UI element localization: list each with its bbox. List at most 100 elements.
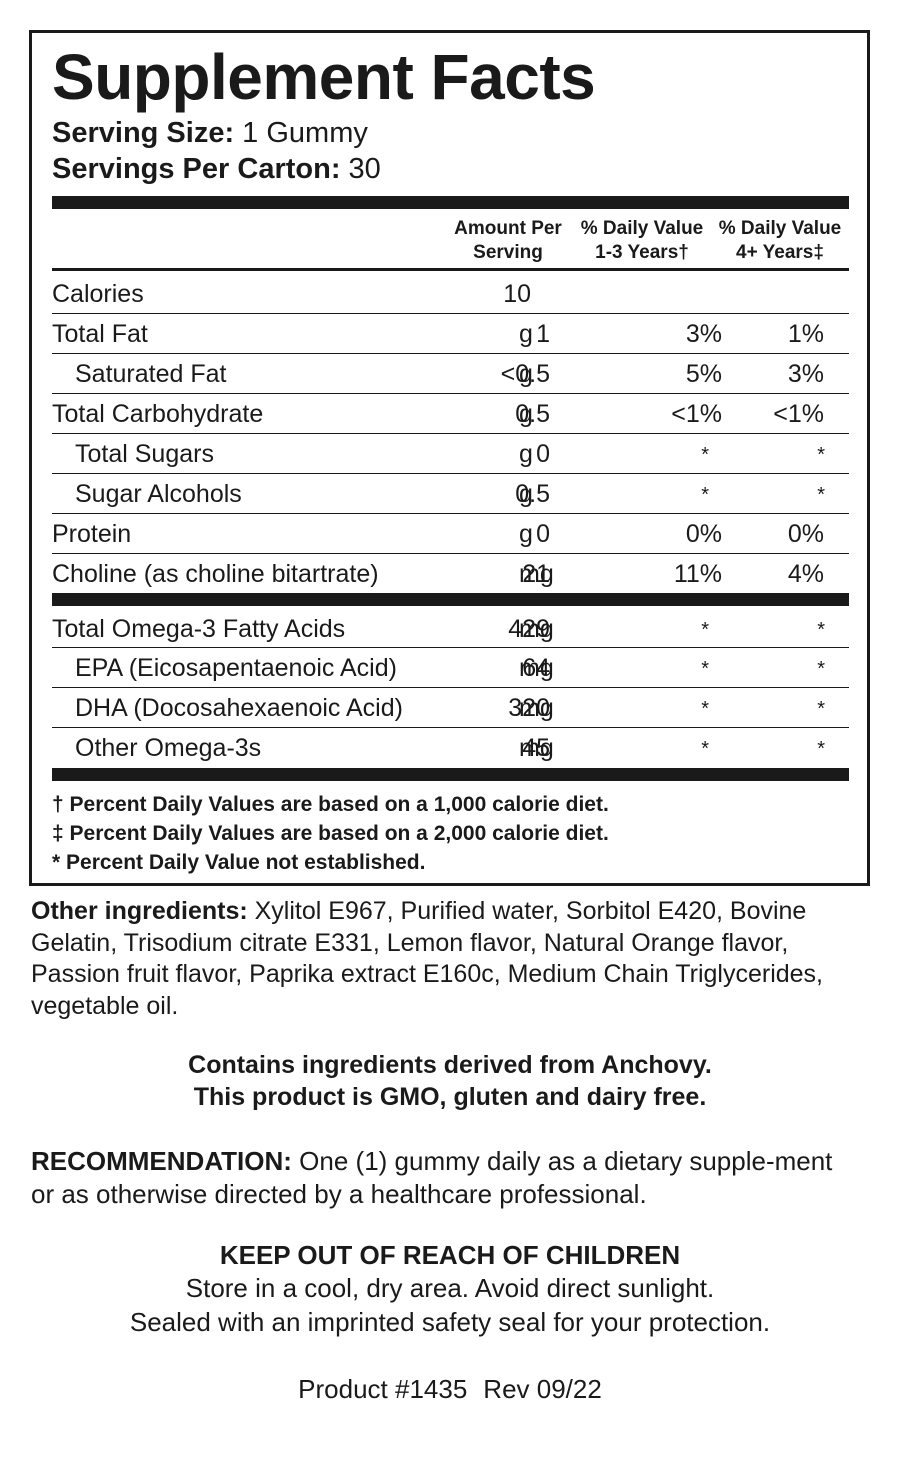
- nutrient-amount: 1: [536, 320, 550, 348]
- nutrient-label: Calories: [52, 280, 144, 308]
- nutrient-dv-1-3-years: *: [701, 738, 709, 760]
- nutrient-amount: 0: [536, 520, 550, 548]
- footnote-dagger: † Percent Daily Values are based on a 1,…: [52, 793, 609, 816]
- column-header-dv2-line2: 4+ Years‡: [736, 242, 824, 263]
- row-divider: [52, 687, 849, 688]
- recommendation: RECOMMENDATION: One (1) gummy daily as a…: [31, 1145, 861, 1211]
- nutrient-dv-1-3-years: 3%: [685, 320, 722, 348]
- serving-size-value: 1 Gummy: [234, 117, 368, 149]
- nutrient-row-other-omega-3s: Other Omega-3s 45 mg * *: [52, 727, 849, 767]
- nutrient-unit: g: [519, 520, 533, 548]
- nutrient-label: Other Omega-3s: [75, 734, 262, 762]
- nutrient-dv-4-plus-years: *: [817, 698, 825, 720]
- serving-size-label: Serving Size:: [52, 117, 235, 149]
- row-divider: [52, 353, 849, 354]
- nutrient-row-calories: Calories 10: [52, 273, 849, 313]
- nutrient-label: Saturated Fat: [75, 360, 227, 388]
- nutrient-dv-4-plus-years: 1%: [787, 320, 824, 348]
- column-header-amount: Amount Per Serving: [444, 217, 572, 265]
- nutrient-row-dha: DHA (Docosahexaenoic Acid) 320 mg * *: [52, 687, 849, 727]
- nutrient-dv-4-plus-years: 3%: [787, 360, 824, 388]
- nutrient-amount: 320: [508, 694, 550, 722]
- nutrient-unit: mg: [519, 615, 554, 643]
- nutrient-label: Protein: [52, 520, 132, 548]
- footnote-double-dagger: ‡ Percent Daily Values are based on a 2,…: [52, 822, 609, 845]
- nutrient-unit: mg: [519, 654, 554, 682]
- nutrient-label: Sugar Alcohols: [75, 480, 242, 508]
- nutrient-label: Total Fat: [52, 320, 148, 348]
- nutrient-dv-1-3-years: *: [701, 444, 709, 466]
- row-divider: [52, 473, 849, 474]
- nutrient-unit: g: [519, 440, 533, 468]
- nutrient-label: Total Carbohydrate: [52, 400, 264, 428]
- column-header-dv-4-plus-years: % Daily Value 4+ Years‡: [713, 217, 847, 265]
- nutrient-unit: mg: [519, 560, 554, 588]
- nutrient-dv-4-plus-years: 0%: [787, 520, 824, 548]
- row-divider: [52, 393, 849, 394]
- nutrient-dv-1-3-years: 11%: [673, 560, 722, 588]
- nutrient-label: Choline (as choline bitartrate): [52, 560, 379, 588]
- nutrient-amount: <0.5: [500, 360, 550, 388]
- nutrient-unit: mg: [519, 734, 554, 762]
- nutrient-label: Total Omega-3 Fatty Acids: [52, 615, 346, 643]
- nutrient-dv-1-3-years: 0%: [685, 520, 722, 548]
- nutrient-dv-4-plus-years: 4%: [787, 560, 824, 588]
- column-header-dv1-line2: 1-3 Years†: [595, 242, 689, 263]
- product-number: Product #1435: [298, 1374, 468, 1404]
- nutrient-row-choline: Choline (as choline bitartrate) 21 mg 11…: [52, 553, 849, 593]
- nutrient-row-total-omega-3: Total Omega-3 Fatty Acids 429 mg * *: [52, 608, 849, 648]
- nutrient-label: DHA (Docosahexaenoic Acid): [75, 694, 403, 722]
- nutrient-amount: 10: [503, 280, 531, 308]
- nutrient-unit: mg: [519, 694, 554, 722]
- ingredients-label: Other ingredients:: [31, 897, 248, 925]
- nutrient-dv-4-plus-years: *: [817, 658, 825, 680]
- allergen-line-1: Contains ingredients derived from Anchov…: [188, 1051, 712, 1079]
- column-header-dv1-line1: % Daily Value: [580, 218, 704, 239]
- nutrient-row-total-fat: Total Fat 1 g 3% 1%: [52, 313, 849, 353]
- recommendation-label: RECOMMENDATION:: [31, 1146, 292, 1176]
- nutrient-dv-1-3-years: 5%: [685, 360, 722, 388]
- nutrient-dv-1-3-years: *: [701, 698, 709, 720]
- facts-title: Supplement Facts: [52, 41, 596, 113]
- warning-title: KEEP OUT OF REACH OF CHILDREN: [219, 1240, 681, 1270]
- nutrient-amount: 429: [508, 615, 550, 643]
- thick-divider-top: [52, 196, 849, 209]
- nutrient-row-sugar-alcohols: Sugar Alcohols 0.5 g * *: [52, 473, 849, 513]
- nutrient-amount: 21: [522, 560, 550, 588]
- nutrient-amount: 64: [522, 654, 550, 682]
- nutrient-row-total-sugars: Total Sugars 0 g * *: [52, 433, 849, 473]
- nutrient-amount: 0: [536, 440, 550, 468]
- nutrient-dv-1-3-years: *: [701, 658, 709, 680]
- row-divider: [52, 433, 849, 434]
- allergen-line-2: This product is GMO, gluten and dairy fr…: [193, 1083, 707, 1111]
- row-divider: [52, 513, 849, 514]
- other-ingredients: Other ingredients: Xylitol E967, Purifie…: [31, 896, 881, 1022]
- nutrient-dv-4-plus-years: *: [817, 444, 825, 466]
- thick-divider-bottom: [52, 768, 849, 781]
- nutrient-unit: g: [519, 360, 533, 388]
- supplement-facts-panel: Supplement Facts Serving Size: 1 Gummy S…: [29, 30, 870, 886]
- nutrient-amount: 0.5: [515, 480, 550, 508]
- servings-per-carton: Servings Per Carton: 30: [52, 155, 381, 184]
- header-underline: [52, 268, 849, 271]
- column-header-dv-1-3-years: % Daily Value 1-3 Years†: [575, 217, 709, 265]
- nutrient-label: EPA (Eicosapentaenoic Acid): [75, 654, 397, 682]
- serving-size: Serving Size: 1 Gummy: [52, 119, 368, 148]
- nutrient-unit: g: [519, 400, 533, 428]
- nutrient-row-epa: EPA (Eicosapentaenoic Acid) 64 mg * *: [52, 647, 849, 687]
- nutrient-dv-4-plus-years: *: [817, 738, 825, 760]
- row-divider: [52, 647, 849, 648]
- nutrient-dv-1-3-years: *: [701, 484, 709, 506]
- nutrient-amount: 0.5: [515, 400, 550, 428]
- row-divider: [52, 727, 849, 728]
- column-header-amount-line1: Amount Per: [454, 218, 562, 239]
- nutrient-row-total-carbohydrate: Total Carbohydrate 0.5 g <1% <1%: [52, 393, 849, 433]
- nutrient-dv-1-3-years: <1%: [671, 400, 722, 428]
- nutrient-row-saturated-fat: Saturated Fat <0.5 g 5% 3%: [52, 353, 849, 393]
- nutrient-row-protein: Protein 0 g 0% 0%: [52, 513, 849, 553]
- nutrient-dv-4-plus-years: *: [817, 619, 825, 641]
- warning-line-1: Store in a cool, dry area. Avoid direct …: [185, 1273, 715, 1303]
- recommendation-text: One (1) gummy daily as a dietary supple-…: [31, 1146, 833, 1209]
- nutrient-dv-4-plus-years: <1%: [773, 400, 824, 428]
